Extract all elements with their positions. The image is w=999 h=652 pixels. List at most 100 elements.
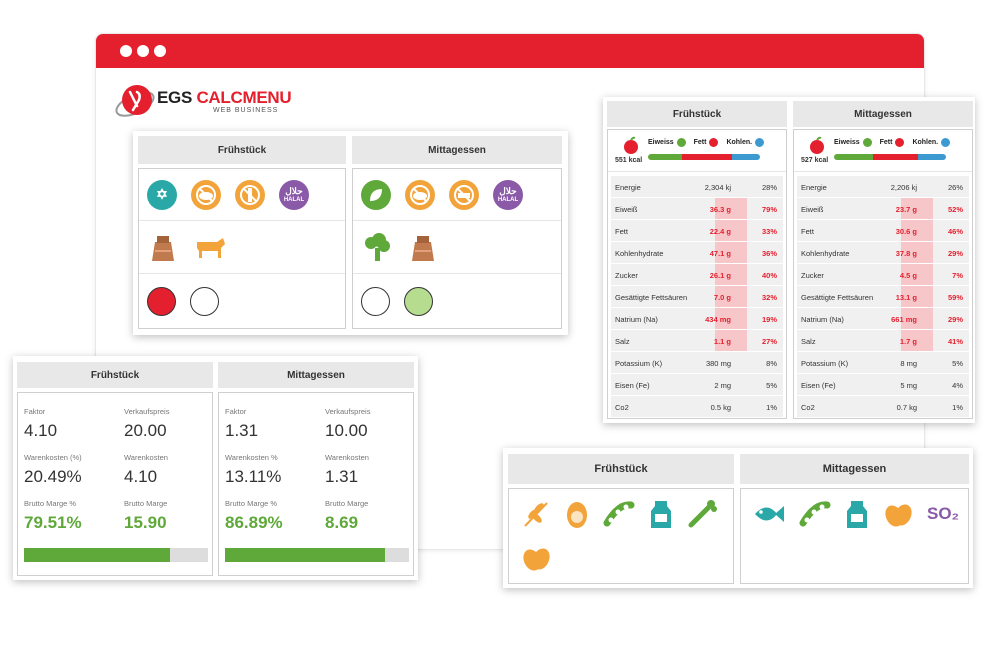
traffic-light-red (147, 286, 176, 316)
diet-row-1b: حلال HALAL (353, 169, 561, 221)
protein-dot (676, 138, 686, 147)
nuts-icon (523, 548, 550, 571)
vk-label: Verkaufspreis (124, 407, 170, 416)
nutrition-row: Zucker 4.5 g 7% (797, 264, 969, 286)
highlight (715, 198, 747, 219)
wk-pct-label: Warenkosten (%) (24, 453, 82, 462)
legend-protein: Eiweiss (648, 139, 674, 146)
nutrient-value: 2,304 kj (704, 183, 731, 192)
wk-pct-label: Warenkosten % (225, 453, 278, 462)
browser-title-bar (96, 34, 924, 68)
highlight (901, 308, 933, 329)
nutrient-label: Eiweiß (801, 205, 824, 214)
nutrient-percent: 41% (947, 337, 963, 346)
highlight (715, 308, 747, 329)
no-pork-icon (405, 179, 435, 210)
app-name: EGS CALCMENU (157, 88, 292, 107)
nutrient-value: 13.1 g (895, 293, 917, 302)
margin-progress-fill (225, 548, 385, 562)
nutrient-percent: 59% (947, 293, 963, 302)
window-dot-3[interactable] (154, 45, 166, 57)
nutrient-label: Salz (615, 337, 630, 346)
highlight (901, 242, 933, 263)
nutrient-value: 37.8 g (895, 249, 917, 258)
protein-dot (862, 138, 872, 147)
nutrient-label: Eiweiß (615, 205, 638, 214)
app-logo[interactable]: EGS CALCMENU WEB BUSINESS (115, 80, 292, 122)
nutrition-row: Eiweiß 23.7 g 52% (797, 198, 969, 220)
milk-icon (651, 501, 671, 528)
highlight (901, 198, 933, 219)
nutrient-label: Potassium (K) (801, 359, 849, 368)
nutrient-label: Gesättigte Fettsäuren (615, 293, 688, 302)
nutrient-value: 7.0 g (713, 293, 731, 302)
nutrient-label: Potassium (K) (615, 359, 663, 368)
diet-row-3b (353, 275, 561, 327)
nutrition-row: Fett 30.6 g 46% (797, 220, 969, 242)
vegan-icon (361, 179, 391, 210)
nutrient-percent: 46% (947, 227, 963, 236)
margin-card: Frühstück Mittagessen Faktor 4.10 Verkau… (13, 356, 418, 580)
highlight (901, 286, 933, 307)
nutrition-row: Eisen (Fe) 2 mg 5% (611, 374, 783, 396)
nutrient-percent: 36% (761, 249, 777, 258)
nutri-col-1: 551 kcal Eiweiss Fett Kohlen. Energie 2,304… (607, 129, 787, 419)
nutrition-row: Kohlenhydrate 37.8 g 29% (797, 242, 969, 264)
wk-label: Warenkosten (325, 453, 369, 462)
nutrient-label: Eisen (Fe) (615, 381, 650, 390)
diet-col-2: حلال HALAL (352, 168, 562, 329)
macro-bar-fat (681, 154, 732, 160)
margin-progress-2 (225, 548, 409, 562)
kcal-label: 551 kcal (615, 157, 643, 164)
traffic-light-green (404, 286, 433, 316)
fat-dot (709, 138, 719, 147)
bm-label: Brutto Marge (124, 499, 168, 508)
bm-label: Brutto Marge (325, 499, 369, 508)
kcal-label: 527 kcal (801, 157, 829, 164)
nutrient-value: 1.7 g (899, 337, 917, 346)
nutrient-percent: 1% (952, 403, 963, 412)
nutrient-value: 5 mg (900, 381, 917, 390)
faktor-label: Faktor (24, 407, 46, 416)
nutrition-row: Gesättigte Fettsäuren 13.1 g 59% (797, 286, 969, 308)
nutrient-value: 23.7 g (895, 205, 917, 214)
nutrient-percent: 29% (947, 315, 963, 324)
nutrient-label: Co2 (615, 403, 629, 412)
app-subtitle: WEB BUSINESS (213, 107, 279, 114)
nutrition-row: Salz 1.1 g 27% (611, 330, 783, 352)
margin-progress-fill (24, 548, 171, 562)
legend-protein: Eiweiss (834, 139, 860, 146)
margin-col-head-1: Frühstück (17, 362, 213, 388)
window-dot-2[interactable] (137, 45, 149, 57)
macro-bar-protein (648, 154, 682, 160)
allergen-col-1 (508, 488, 734, 584)
window-dot-1[interactable] (120, 45, 132, 57)
faktor-value: 4.10 (24, 421, 58, 440)
carbs-dot (941, 138, 951, 147)
nutrition-row: Eiweiß 36.3 g 79% (611, 198, 783, 220)
nutrient-percent: 52% (947, 205, 963, 214)
nutrient-label: Natrium (Na) (801, 315, 844, 324)
faktor-label: Faktor (225, 407, 247, 416)
diet-col-head-2: Mittagessen (352, 136, 562, 164)
nutrient-percent: 40% (761, 271, 777, 280)
nutrient-label: Zucker (615, 271, 638, 280)
nutrient-label: Kohlenhydrate (801, 249, 850, 258)
nutri-col-head-2: Mittagessen (793, 101, 973, 127)
highlight (901, 330, 933, 351)
macro-bar (834, 154, 946, 160)
nutrient-percent: 79% (761, 205, 777, 214)
nutrient-value: 4.5 g (899, 271, 917, 280)
soy-icon (603, 501, 635, 527)
diet-row-2 (139, 222, 345, 274)
traffic-light-empty (190, 286, 219, 316)
nutrient-value: 2,206 kj (890, 183, 917, 192)
bm-pct-value: 79.51% (24, 513, 82, 532)
vk-value: 20.00 (124, 421, 167, 440)
nutrition-row: Co2 0.7 kg 1% (797, 396, 969, 418)
vk-value: 10.00 (325, 421, 368, 440)
nutrient-percent: 33% (761, 227, 777, 236)
nutrient-value: 22.4 g (709, 227, 731, 236)
grain-sack-icon (152, 235, 174, 261)
nutrient-label: Eisen (Fe) (801, 381, 836, 390)
